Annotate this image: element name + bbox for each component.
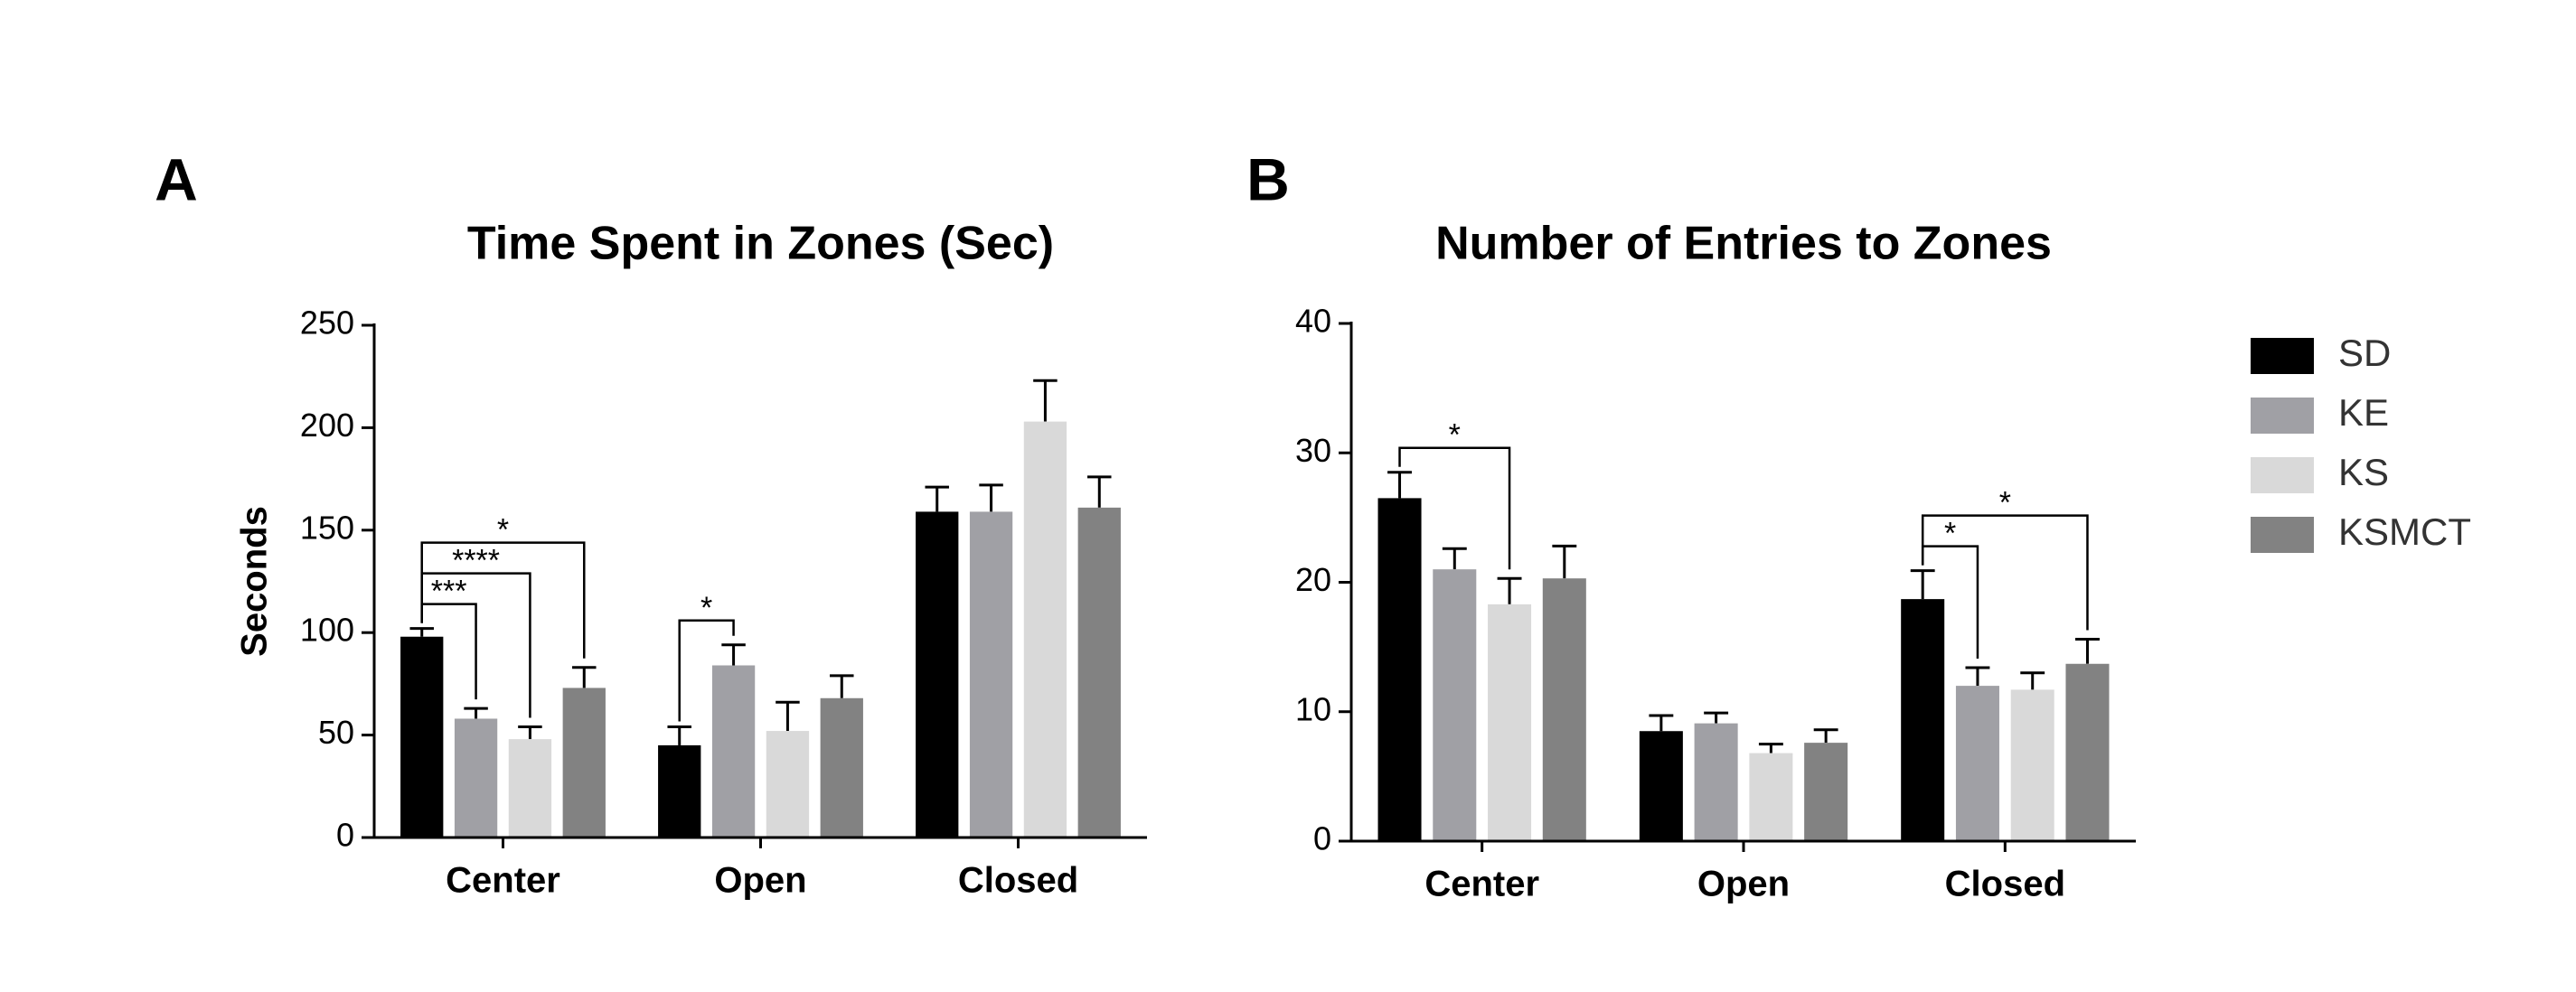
bar [1749, 753, 1793, 841]
bar [1955, 686, 1999, 841]
bar [1694, 723, 1738, 841]
significance-label: **** [452, 544, 500, 578]
bar [711, 665, 756, 838]
bar [969, 511, 1013, 838]
significance-bracket [1921, 514, 2089, 631]
x-tick-label: Center [1424, 865, 1539, 904]
y-tick-label: 0 [336, 817, 354, 854]
bar [400, 636, 444, 838]
significance-label: * [1944, 517, 1956, 551]
y-tick-label: 0 [1313, 820, 1331, 857]
bar [1433, 569, 1477, 841]
legend-label: KE [2338, 391, 2389, 434]
x-tick-label: Center [446, 861, 560, 901]
significance-bracket [420, 541, 586, 659]
y-tick-label: 10 [1295, 690, 1331, 727]
panel-label: A [155, 145, 198, 212]
bar [1804, 743, 1848, 841]
bar [454, 718, 498, 838]
y-tick-label: 50 [318, 714, 354, 751]
bar [2065, 663, 2110, 841]
legend-label: KS [2338, 451, 2389, 493]
bar [820, 697, 863, 838]
x-tick-label: Closed [1945, 865, 2065, 904]
x-tick-label: Open [1697, 865, 1790, 904]
bar [508, 739, 552, 838]
significance-label: * [497, 513, 509, 547]
y-tick-label: 20 [1295, 561, 1331, 598]
legend-swatch [2251, 517, 2314, 553]
bar [2010, 689, 2054, 841]
legend-label: SD [2338, 332, 2391, 374]
bar [1488, 604, 1532, 841]
y-axis-label: Seconds [235, 506, 275, 657]
y-tick-label: 150 [300, 509, 354, 546]
x-tick-label: Open [714, 861, 806, 901]
bar [916, 511, 959, 838]
y-tick-label: 250 [300, 304, 354, 342]
significance-label: * [700, 591, 712, 625]
chart-title: Time Spent in Zones (Sec) [467, 218, 1054, 270]
chart-title: Number of Entries to Zones [1435, 218, 2052, 270]
panel-label: B [1246, 145, 1290, 212]
y-tick-label: 40 [1295, 303, 1331, 340]
x-tick-label: Closed [958, 861, 1078, 901]
significance-bracket [678, 619, 735, 722]
significance-bracket [1398, 446, 1511, 570]
y-tick-label: 30 [1295, 432, 1331, 469]
bar [766, 731, 810, 838]
legend-swatch [2251, 398, 2314, 434]
legend-label: KSMCT [2338, 510, 2471, 553]
significance-label: * [1449, 418, 1461, 453]
significance-label: * [1999, 486, 2011, 520]
legend-swatch [2251, 338, 2314, 374]
bar [1023, 421, 1067, 838]
bar [1077, 507, 1121, 838]
bar [1901, 599, 1945, 841]
bar [658, 744, 701, 838]
bar [1542, 578, 1586, 841]
bar [562, 688, 606, 838]
y-tick-label: 200 [300, 407, 354, 444]
y-tick-label: 100 [300, 612, 354, 649]
legend-swatch [2251, 457, 2314, 493]
bar [1639, 731, 1683, 841]
bar [1377, 498, 1422, 841]
significance-label: *** [431, 575, 467, 609]
